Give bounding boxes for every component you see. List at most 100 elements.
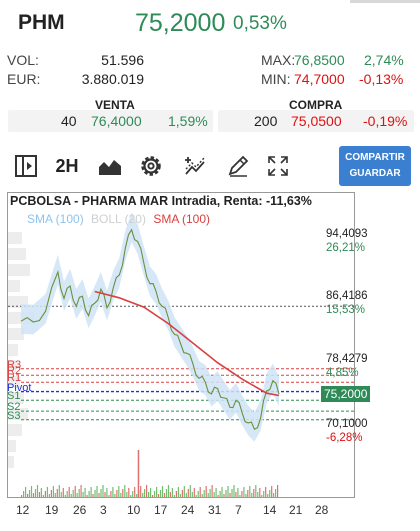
bollinger-band	[21, 212, 279, 442]
volume-bar	[217, 495, 219, 497]
volume-bar	[102, 485, 104, 497]
x-axis-tick-label: 21	[289, 503, 303, 517]
volume-bar	[78, 489, 80, 497]
volume-bar	[231, 489, 233, 497]
volume-bar	[177, 487, 179, 497]
volume-bar	[156, 487, 158, 497]
volume-profile-bar	[8, 264, 30, 276]
volume-bar	[104, 492, 106, 497]
volume-bar	[126, 492, 128, 497]
volume-bar	[112, 487, 114, 497]
volume-bar	[146, 485, 148, 497]
volume-bar	[58, 485, 60, 497]
timeframe-button[interactable]: 2H	[55, 155, 79, 176]
chart-title: PCBOLSA - PHARMA MAR Intradia, Renta: -1…	[10, 194, 312, 208]
share-save-button[interactable]: COMPARTIR GUARDAR	[339, 146, 411, 186]
volume-bar	[132, 491, 134, 497]
x-axis-tick-label: 7	[235, 503, 242, 517]
volume-bar	[253, 489, 255, 497]
volume-bar	[221, 487, 223, 497]
indicators-icon[interactable]	[181, 152, 209, 180]
quote-stats: VOL: 51.596 EUR: 3.880.019 MAX: 76,8500 …	[0, 48, 420, 90]
x-axis-tick-label: 10	[127, 503, 141, 517]
volume-bar	[195, 495, 197, 497]
volume-profile-bar	[8, 456, 14, 468]
price-chart[interactable]: PCBOLSA - PHARMA MAR Intradia, Renta: -1…	[7, 192, 413, 517]
volume-bar	[100, 489, 102, 497]
volume-bar	[66, 491, 68, 497]
volume-bar	[27, 494, 29, 497]
min-pct: -0,13%	[359, 71, 404, 87]
volume-bar	[183, 486, 185, 497]
last-price: 75,2000	[135, 9, 226, 37]
save-label: GUARDAR	[349, 168, 401, 179]
sell-heading: VENTA	[95, 98, 135, 112]
volume-bar	[179, 494, 181, 497]
area-chart-icon[interactable]	[96, 152, 124, 180]
volume-bar	[44, 491, 46, 497]
volume-bar	[46, 487, 48, 497]
chart-legend: SMA (100) BOLL (20) SMA (100)	[27, 212, 210, 226]
volume-bar	[159, 490, 162, 497]
volume-profile-bar	[8, 248, 26, 260]
legend-sma-slow: SMA (100)	[153, 212, 211, 226]
current-price-tag: 75,2000	[321, 385, 371, 402]
volume-bar	[86, 495, 88, 497]
x-axis-tick-label: 14	[263, 503, 277, 517]
volume-bar	[152, 495, 154, 497]
volume-bar	[161, 486, 164, 497]
volume-profile-bar	[8, 424, 22, 436]
volume-bar	[157, 494, 160, 497]
volume-spike	[137, 450, 140, 497]
volume-bar	[70, 494, 72, 497]
volume-bar	[128, 488, 130, 497]
volume-bar	[223, 494, 225, 497]
gear-icon[interactable]	[137, 152, 165, 180]
volume-bar	[167, 485, 170, 497]
buy-box[interactable]: 200 75,0500 -0,19%	[218, 110, 414, 132]
volume-profile-bar	[8, 344, 18, 356]
volume-bar	[203, 490, 205, 497]
volume-bar	[21, 495, 23, 497]
share-label: COMPARTIR	[345, 152, 405, 163]
y-axis-pct-label: -6,28%	[326, 431, 363, 444]
sell-box[interactable]: 40 76,4000 1,59%	[8, 110, 213, 132]
volume-bar	[271, 486, 273, 497]
volume-bar	[40, 488, 42, 497]
volume-bar	[265, 487, 267, 497]
pivot-level-label: R1	[7, 372, 22, 385]
volume-bar	[90, 487, 92, 497]
pivot-level-label: S1	[7, 390, 21, 403]
fullscreen-icon[interactable]	[264, 152, 292, 180]
volume-bar	[235, 492, 237, 497]
draw-pencil-icon[interactable]	[224, 152, 252, 180]
volume-bar	[191, 492, 193, 497]
volume-bar	[154, 491, 156, 497]
volume-bar	[219, 491, 221, 497]
volume-bar	[120, 493, 122, 497]
volume-bar	[72, 490, 74, 497]
buy-heading: COMPRA	[289, 98, 343, 112]
volume-bar	[201, 494, 203, 497]
y-axis-price-label: 78,4279	[326, 352, 368, 365]
volume-bar	[68, 487, 70, 497]
volume-bar	[48, 494, 50, 497]
volume-bar	[134, 487, 136, 497]
vol-label: VOL:	[7, 52, 39, 68]
y-axis-price-label: 70,1000	[326, 417, 368, 430]
chart-canvas	[7, 192, 355, 498]
buy-pct: -0,19%	[363, 113, 408, 129]
volume-bar	[241, 491, 243, 497]
panel-toggle-icon[interactable]	[12, 152, 40, 180]
volume-bar	[261, 495, 263, 497]
volume-bar	[50, 490, 52, 497]
volume-bar	[62, 488, 64, 497]
volume-bar	[169, 492, 171, 497]
volume-profile-bar	[8, 360, 16, 372]
volume-profile-bar	[8, 328, 24, 340]
buy-price: 75,0500	[291, 113, 342, 129]
volume-profile-bar	[8, 440, 16, 452]
volume-bar	[130, 495, 132, 497]
volume-bar	[251, 493, 253, 497]
y-axis-price-label: 86,4186	[326, 290, 368, 303]
